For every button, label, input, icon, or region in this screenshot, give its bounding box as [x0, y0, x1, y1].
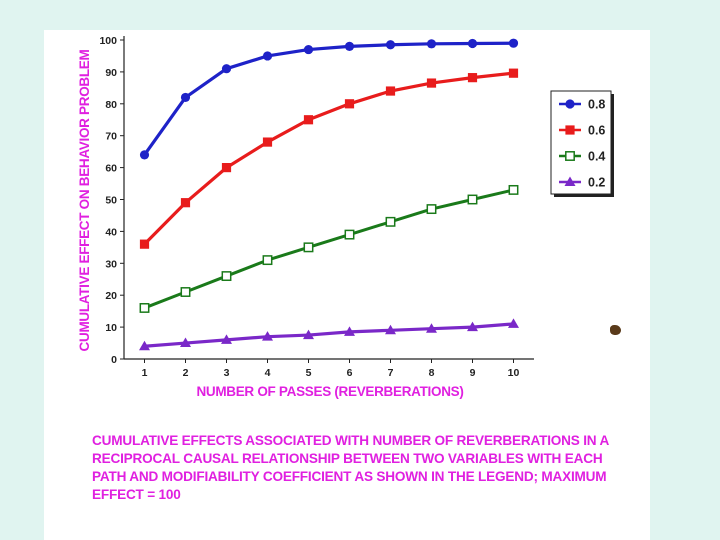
data-point — [385, 40, 396, 50]
x-tick-label: 2 — [183, 367, 189, 379]
data-point — [508, 184, 519, 195]
x-tick-label: 9 — [470, 367, 476, 379]
legend-marker — [565, 151, 575, 161]
series-line — [143, 71, 514, 246]
legend-label: 0.4 — [588, 150, 605, 164]
data-point — [262, 51, 273, 61]
data-point — [221, 64, 232, 74]
data-point — [426, 39, 437, 49]
series-0-8 — [139, 38, 519, 160]
legend-marker — [565, 99, 575, 109]
data-point — [303, 44, 314, 55]
y-tick-label: 0 — [111, 354, 117, 366]
data-point — [385, 324, 396, 335]
data-point — [303, 115, 314, 125]
y-tick-label: 40 — [105, 226, 117, 238]
data-point — [344, 41, 355, 51]
data-point — [139, 340, 150, 351]
x-axis-title: NUMBER OF PASSES (REVERBERATIONS) — [196, 384, 463, 399]
series-line — [144, 322, 514, 348]
data-point — [221, 163, 232, 173]
y-tick-label: 90 — [105, 67, 117, 79]
legend-marker — [564, 176, 576, 186]
data-point — [180, 198, 191, 208]
data-point — [221, 334, 232, 344]
x-tick-label: 3 — [224, 367, 230, 379]
speck-mark — [610, 325, 621, 335]
line-chart: 0 10 20 30 40 50 60 70 80 90 100 1 2 3 4 5 6 7 8 9 10 NUMBER … — [77, 35, 614, 399]
data-point — [262, 137, 273, 147]
data-point — [221, 271, 232, 282]
legend-label: 0.2 — [588, 176, 605, 190]
x-tick-label: 8 — [429, 367, 435, 379]
data-point — [344, 326, 355, 336]
data-point — [344, 229, 355, 240]
y-tick-label: 30 — [105, 258, 117, 270]
data-point — [426, 204, 437, 215]
chart-caption: CUMULATIVE EFFECTS ASSOCIATED WITH NUMBE… — [92, 433, 609, 502]
series-0-6 — [139, 68, 519, 249]
data-point — [180, 92, 191, 103]
data-point — [508, 38, 519, 48]
series-0-4 — [139, 184, 519, 313]
y-tick-label: 20 — [105, 290, 117, 302]
series-0-2 — [139, 318, 519, 351]
legend-box — [550, 90, 612, 195]
data-point — [139, 303, 150, 313]
data-point — [467, 38, 478, 49]
series-line — [143, 188, 514, 310]
data-point — [426, 323, 437, 333]
x-tick-label: 7 — [388, 367, 394, 379]
data-point — [139, 150, 150, 160]
data-point — [262, 331, 273, 341]
data-point — [180, 337, 191, 348]
data-point — [467, 194, 478, 205]
data-point — [180, 287, 191, 297]
data-point — [344, 99, 355, 109]
y-tick-label: 50 — [105, 195, 117, 207]
y-tick-label: 60 — [105, 163, 117, 175]
x-tick-label: 1 — [142, 367, 148, 379]
y-tick-label: 100 — [99, 35, 117, 47]
y-axis-title: CUMULATIVE EFFECT ON BEHAVIOR PROBLEM — [77, 50, 92, 352]
x-tick-label: 10 — [508, 367, 520, 379]
y-tick-label: 80 — [105, 99, 117, 111]
data-point — [426, 78, 437, 88]
data-point — [139, 239, 150, 249]
y-tick-label: 10 — [105, 322, 117, 334]
series-line — [143, 41, 514, 156]
legend: 0.8 0.6 0.4 0.2 — [550, 90, 614, 197]
slide: 0 10 20 30 40 50 60 70 80 90 100 1 2 3 4 5 6 7 8 9 10 NUMBER … — [44, 30, 650, 540]
x-tick-label: 4 — [265, 367, 271, 379]
data-point — [467, 73, 478, 83]
data-point — [467, 321, 478, 332]
data-point — [508, 68, 519, 78]
legend-marker — [565, 125, 575, 135]
legend-label: 0.8 — [588, 98, 605, 112]
data-point — [262, 255, 273, 266]
x-tick-label: 6 — [347, 367, 353, 379]
data-point — [303, 242, 314, 253]
data-point — [385, 86, 396, 96]
y-tick-label: 70 — [105, 131, 117, 143]
x-tick-label: 5 — [306, 367, 312, 379]
data-point — [508, 318, 519, 328]
data-point — [303, 329, 314, 340]
data-point — [385, 216, 396, 227]
legend-label: 0.6 — [588, 124, 605, 138]
